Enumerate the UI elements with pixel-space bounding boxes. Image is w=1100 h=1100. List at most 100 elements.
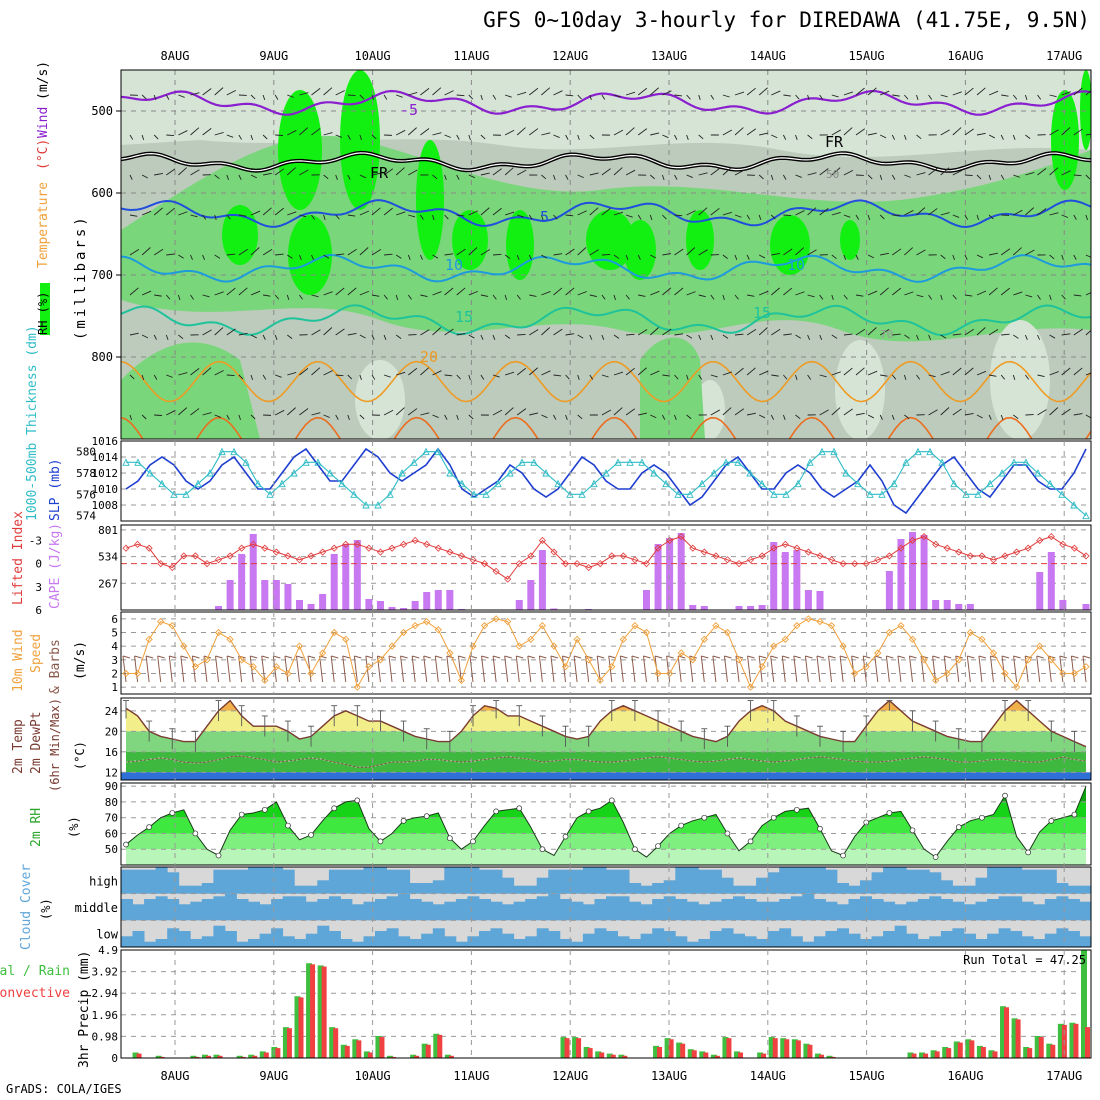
- cloud-level-label: low: [96, 928, 118, 942]
- cloud-bar: [201, 899, 214, 921]
- thickness-point: [362, 500, 370, 509]
- precip-total-bar: [1000, 1006, 1007, 1058]
- wind-barb: [177, 294, 181, 301]
- date-label-top: 12AUG: [552, 49, 588, 63]
- wind10-barb: [839, 655, 844, 683]
- date-label-top: 8AUG: [161, 49, 190, 63]
- wind10-point: [827, 622, 836, 630]
- freezing-line-inner: [121, 152, 1091, 172]
- wind-barb: [795, 374, 798, 381]
- wind-barb: [202, 88, 212, 96]
- wind-barb: [250, 374, 254, 380]
- wind10-panel-labels: 10m Wind Speed & Barbs (m/s): [11, 629, 88, 694]
- precip-convective-bar: [587, 1048, 593, 1058]
- cloud-bar: [375, 899, 387, 921]
- cape-bar: [342, 544, 350, 610]
- wind10-point: [295, 642, 304, 650]
- precip-total-bar: [282, 1027, 289, 1058]
- cloud-bar: [860, 880, 872, 894]
- wind-barb: [686, 174, 693, 178]
- wind-barb: [1049, 212, 1059, 216]
- date-label-top: 17AUG: [1046, 49, 1082, 63]
- wind-barb: [758, 214, 762, 220]
- wind10-barb: [828, 655, 833, 683]
- wind-barb: [613, 407, 623, 416]
- li-point: [561, 560, 570, 568]
- cloud-bar: [121, 899, 133, 921]
- li-point: [747, 556, 755, 564]
- wind-barb: [335, 174, 338, 180]
- thickness-point: [986, 479, 994, 488]
- cloud-bar: [629, 939, 642, 947]
- cloud-bar: [663, 931, 676, 947]
- precip-total-bar: [375, 1035, 382, 1058]
- precip-total-bar: [306, 963, 313, 1058]
- wind-barb: [468, 414, 474, 420]
- wind10-barb-flag: [446, 655, 454, 659]
- wind-barb: [976, 370, 987, 376]
- wind-barb: [371, 249, 382, 256]
- wind-barb: [1000, 414, 1004, 420]
- thickness-point: [890, 479, 898, 488]
- precip-convective-bar: [1050, 1044, 1056, 1058]
- cape-bar: [1082, 604, 1090, 610]
- thickness-point: [422, 447, 430, 456]
- wind-barb: [867, 290, 878, 296]
- wind-barb: [347, 414, 350, 420]
- wind10-point: [596, 676, 604, 684]
- wind-barb: [166, 207, 176, 216]
- wind-barb: [359, 374, 362, 380]
- wind-barb: [734, 367, 744, 376]
- thickness-point: [698, 479, 706, 488]
- rh2m-point: [493, 808, 499, 815]
- wind-barb: [238, 414, 241, 420]
- cloud-bar: [213, 925, 226, 947]
- wind10-point: [122, 669, 130, 678]
- precip-total-bar: [259, 1051, 266, 1058]
- precip-total-bar: [329, 1027, 336, 1058]
- wind10-point: [145, 635, 153, 643]
- cloud-bar: [1044, 899, 1057, 921]
- thickness-point: [1058, 490, 1066, 498]
- wind-barb: [553, 374, 562, 377]
- wind-barb: [1073, 328, 1083, 336]
- cloud-bar: [201, 883, 214, 894]
- rh2m-tick: 90: [105, 780, 118, 793]
- wind-barb: [516, 169, 527, 176]
- thickness-point: [830, 447, 838, 456]
- wind-barb: [807, 294, 815, 298]
- cloud-bar: [594, 899, 607, 921]
- wind-barb: [710, 294, 715, 300]
- wind-barb: [891, 414, 895, 420]
- wind10-barb-flag: [250, 655, 258, 659]
- cape-frame: [120, 524, 1092, 611]
- wind-barb: [432, 327, 442, 336]
- wind-barb: [577, 134, 580, 140]
- wind-barb: [1061, 214, 1069, 218]
- slp-tick: 1014: [92, 451, 119, 464]
- li-point: [816, 552, 824, 560]
- cloud-bar: [224, 893, 237, 921]
- wind-barb: [541, 87, 551, 96]
- wind-barb: [734, 127, 744, 136]
- thickness-point: [122, 458, 130, 466]
- wind-barb: [613, 129, 624, 136]
- wind-barb: [1013, 334, 1019, 339]
- wind-barb: [867, 327, 877, 336]
- wind-barb: [565, 333, 575, 336]
- wind-barb: [262, 207, 272, 216]
- wind-barb: [613, 94, 621, 98]
- thickness-point: [782, 490, 790, 498]
- wind-barb: [589, 94, 592, 101]
- li-point: [793, 544, 801, 552]
- wind10-barb-flag: [226, 655, 235, 659]
- cloud-unit-label: (%): [39, 898, 53, 920]
- wind10-point: [955, 656, 963, 664]
- wind10-barb-flag: [1001, 655, 1010, 659]
- rh2m-point: [1002, 792, 1008, 799]
- precip-total-bar: [757, 1052, 764, 1058]
- li-point: [619, 552, 627, 560]
- precip-total-bar: [410, 1054, 417, 1058]
- wind-barb: [565, 287, 575, 296]
